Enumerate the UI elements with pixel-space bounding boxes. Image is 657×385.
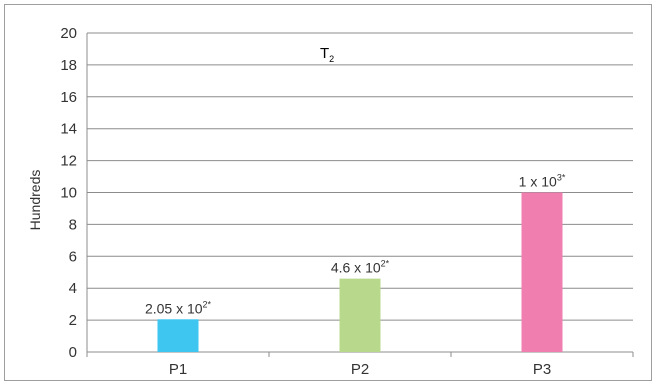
y-tick-label: 10 (60, 185, 77, 202)
bars (157, 192, 563, 352)
data-label: 1 x 103* (519, 173, 566, 190)
y-tick-label: 0 (69, 344, 77, 361)
axes: 0 2 4 6 8 10 12 14 16 18 20 P1 P2 P3 (60, 25, 634, 378)
bar-p2 (339, 278, 381, 352)
bar-p1 (157, 319, 199, 352)
y-axis-label: Hundreds (27, 170, 43, 231)
y-tick-label: 18 (60, 57, 77, 74)
x-tick-label: P3 (533, 361, 551, 378)
chart-title: T2 (320, 45, 334, 64)
y-tick-label: 4 (69, 280, 77, 297)
y-tick-label: 12 (60, 153, 77, 170)
y-tick-label: 2 (69, 312, 77, 329)
y-tick-label: 16 (60, 89, 77, 106)
y-tick-label: 6 (69, 248, 77, 265)
y-tick-label: 14 (60, 121, 77, 138)
data-label: 2.05 x 102* (145, 299, 212, 316)
y-tick-label: 20 (60, 25, 77, 42)
bar-p3 (521, 192, 563, 352)
data-labels: 2.05 x 102* 4.6 x 102* 1 x 103* (145, 173, 566, 317)
x-tick-label: P2 (351, 361, 369, 378)
data-label: 4.6 x 102* (331, 259, 390, 276)
x-tick-label: P1 (169, 361, 187, 378)
y-tick-label: 8 (69, 216, 77, 233)
